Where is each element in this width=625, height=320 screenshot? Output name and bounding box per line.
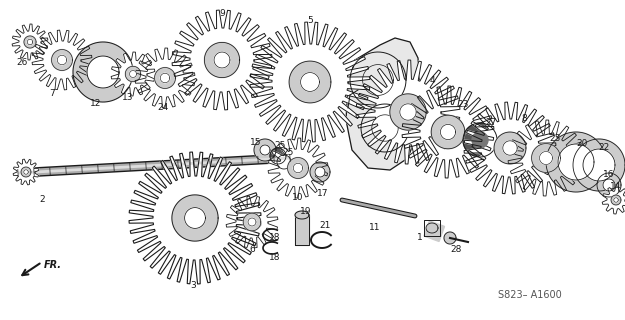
- Polygon shape: [573, 139, 625, 191]
- Polygon shape: [288, 157, 309, 179]
- Text: 15: 15: [250, 138, 262, 147]
- Text: 13: 13: [122, 92, 134, 101]
- Polygon shape: [310, 162, 330, 182]
- Polygon shape: [129, 70, 136, 77]
- Polygon shape: [508, 120, 584, 196]
- Polygon shape: [603, 179, 615, 191]
- Text: 20: 20: [576, 139, 587, 148]
- Polygon shape: [243, 213, 261, 231]
- Polygon shape: [58, 55, 67, 65]
- Polygon shape: [260, 145, 270, 155]
- Text: 3: 3: [190, 281, 196, 290]
- Text: 4: 4: [429, 76, 435, 84]
- Polygon shape: [24, 36, 36, 48]
- Polygon shape: [268, 138, 328, 198]
- Text: 27: 27: [485, 117, 497, 126]
- Text: 22: 22: [598, 142, 609, 151]
- Polygon shape: [614, 198, 618, 202]
- Polygon shape: [315, 167, 325, 177]
- Polygon shape: [135, 48, 195, 108]
- Text: 21: 21: [319, 220, 331, 229]
- Polygon shape: [172, 195, 218, 241]
- Polygon shape: [444, 232, 456, 244]
- Polygon shape: [390, 94, 426, 130]
- Polygon shape: [583, 149, 615, 181]
- Polygon shape: [301, 73, 319, 92]
- Polygon shape: [125, 66, 141, 82]
- Polygon shape: [277, 155, 291, 169]
- Text: 16: 16: [603, 170, 615, 179]
- Polygon shape: [400, 104, 416, 120]
- Polygon shape: [51, 50, 72, 70]
- Text: 12: 12: [91, 99, 102, 108]
- Polygon shape: [254, 139, 276, 161]
- Bar: [295, 215, 309, 245]
- Polygon shape: [111, 52, 155, 96]
- Polygon shape: [250, 22, 370, 142]
- Polygon shape: [472, 132, 488, 148]
- Polygon shape: [160, 73, 170, 83]
- Polygon shape: [503, 141, 517, 155]
- Text: 2: 2: [39, 196, 45, 204]
- Polygon shape: [346, 38, 420, 170]
- Polygon shape: [611, 195, 621, 205]
- Polygon shape: [558, 144, 594, 180]
- Text: 14: 14: [610, 181, 622, 190]
- Text: 18: 18: [269, 234, 281, 243]
- Text: 17: 17: [318, 188, 329, 197]
- Text: 8: 8: [521, 114, 527, 123]
- Polygon shape: [87, 56, 119, 88]
- Text: 23: 23: [458, 100, 469, 108]
- Polygon shape: [172, 10, 272, 110]
- Polygon shape: [293, 163, 302, 173]
- Bar: [424, 221, 444, 242]
- Polygon shape: [546, 132, 606, 192]
- Text: 11: 11: [369, 223, 381, 233]
- Text: S823– A1600: S823– A1600: [498, 290, 562, 300]
- Polygon shape: [270, 148, 286, 164]
- Polygon shape: [289, 61, 331, 103]
- Polygon shape: [184, 208, 206, 228]
- Polygon shape: [32, 30, 92, 90]
- Text: 23: 23: [549, 133, 561, 142]
- Polygon shape: [295, 211, 309, 219]
- Polygon shape: [431, 115, 465, 149]
- Text: 26: 26: [16, 58, 28, 67]
- Polygon shape: [214, 52, 230, 68]
- Polygon shape: [226, 196, 278, 248]
- Polygon shape: [21, 167, 31, 177]
- Polygon shape: [532, 144, 561, 172]
- Polygon shape: [73, 42, 133, 102]
- Text: 6: 6: [249, 244, 255, 253]
- Text: 10: 10: [292, 194, 304, 203]
- Text: 1: 1: [417, 234, 423, 243]
- Text: 18: 18: [269, 253, 281, 262]
- Polygon shape: [356, 60, 460, 164]
- Text: 5: 5: [307, 15, 313, 25]
- Polygon shape: [129, 152, 261, 284]
- Polygon shape: [204, 43, 239, 77]
- Text: 25: 25: [274, 140, 286, 149]
- Text: FR.: FR.: [44, 260, 62, 270]
- Polygon shape: [463, 123, 497, 157]
- Polygon shape: [597, 173, 621, 197]
- Polygon shape: [248, 218, 256, 226]
- Polygon shape: [154, 68, 176, 88]
- Polygon shape: [13, 159, 39, 185]
- Polygon shape: [494, 132, 526, 164]
- Text: 9: 9: [219, 9, 225, 18]
- Text: 19: 19: [300, 207, 312, 217]
- Polygon shape: [441, 124, 456, 140]
- Text: 25: 25: [282, 148, 294, 156]
- Polygon shape: [24, 170, 28, 174]
- Polygon shape: [402, 86, 494, 178]
- Polygon shape: [28, 39, 32, 45]
- Polygon shape: [464, 102, 556, 194]
- Text: 28: 28: [450, 245, 462, 254]
- Polygon shape: [602, 186, 625, 214]
- Text: 24: 24: [158, 102, 169, 111]
- Text: 7: 7: [49, 89, 55, 98]
- Polygon shape: [12, 24, 48, 60]
- Polygon shape: [539, 152, 552, 164]
